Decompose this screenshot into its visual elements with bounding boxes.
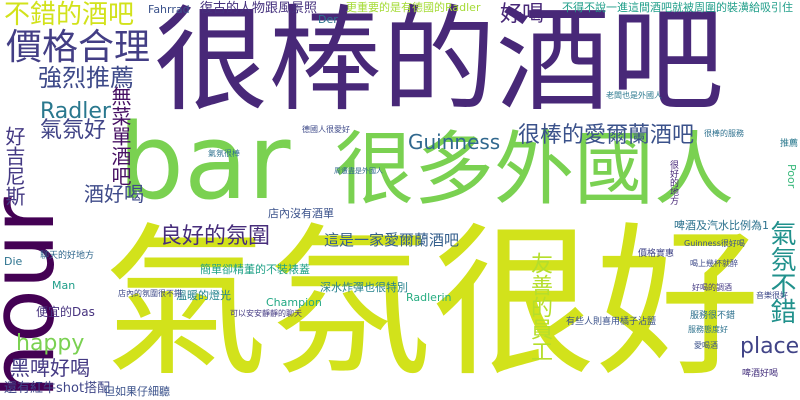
cloud-word: 愛喝酒 [694,341,718,350]
cloud-word: 推薦 [780,139,799,149]
cloud-word: 啤酒好喝 [742,369,779,379]
cloud-word: 便宜的Das [36,305,95,319]
cloud-word: 服務很不錯 [690,311,736,321]
cloud-word: Radlerin [406,291,452,304]
cloud-word: 音樂很好 [756,291,788,300]
cloud-word: 啤酒及汽水比例為1 [674,219,769,232]
cloud-word: 好吉尼斯 [2,126,26,206]
cloud-word: 這是一家愛爾蘭酒吧 [324,231,460,249]
cloud-word: 不錯的酒吧 [4,0,135,30]
cloud-word: 聊天的好地方 [40,251,95,261]
cloud-word: 很好的地方 [668,160,678,205]
cloud-word: 很棒的服務 [704,129,744,138]
cloud-word: 友善的員工 [527,252,552,362]
cloud-word: Guinness很好喝 [684,239,745,248]
cloud-word: 不得不說一進這間酒吧就被周圍的裝潢給吸引住 [562,1,793,14]
cloud-word: 復古的人物跟風景照 [200,1,318,16]
cloud-word: 氣氛很棒 [208,149,240,158]
cloud-word: 店內的氛圍很不錯 [118,289,182,298]
cloud-word: 氣氛不錯 [766,220,796,324]
cloud-word: Fahrrad [148,3,190,16]
cloud-word: 可以安安靜靜的聊天 [230,309,302,318]
cloud-word: 強烈推薦 [38,64,134,92]
cloud-word: bar [118,101,291,223]
cloud-word: 喝上幾杯就醉 [690,259,738,268]
cloud-word: 價格合理 [6,27,151,68]
cloud-word: 有些人則喜用橘子沾鹽 [566,317,657,327]
cloud-word: 簡單卻精董的不裝裱蓋 [200,263,310,276]
cloud-word: Guinness [408,130,501,154]
cloud-word: 很棒的愛爾蘭酒吧 [518,123,695,148]
cloud-word: 店內沒有酒單 [268,207,334,220]
cloud-word: 德國人很愛好 [302,125,350,134]
cloud-word: 氣氛好 [40,118,107,143]
cloud-word: 還有紅牛shot搭配 [4,381,111,396]
cloud-word: 黑啤好喝 [10,356,90,380]
cloud-word: Radler [40,99,111,124]
cloud-word: Champion [266,296,322,309]
cloud-word: 無菜單酒吧 [108,86,132,186]
cloud-word: happy [16,331,85,356]
cloud-word: 很棒的酒吧 [154,0,725,127]
cloud-word: 更重要的是有德國的Radler [346,1,481,14]
cloud-word: 好喝的調酒 [692,283,732,292]
cloud-word: 價格實惠 [638,249,675,259]
cloud-word: 溫暖的燈光 [176,289,231,302]
cloud-word: 好喝 [500,2,545,27]
cloud-word: 深水炸彈也很特別 [320,281,408,294]
cloud-word: 很多外國人 [334,123,734,216]
cloud-word: Der [318,13,338,26]
cloud-word: Man [52,279,76,292]
cloud-word: Die [4,255,23,268]
cloud-word: 氣氛很好 [104,208,761,399]
cloud-word: place [740,334,800,359]
cloud-word: 周遭盡是外國人 [334,167,383,175]
cloud-word: 良好的氛圍 [160,224,271,249]
cloud-word: 服務態度好 [688,325,728,334]
cloud-word: 老闆也是外國人 [606,91,662,100]
cloud-word: 酒好喝 [84,182,144,206]
cloud-word: Poor [785,164,798,189]
cloud-word: 但如果仔細聽 [104,385,170,398]
